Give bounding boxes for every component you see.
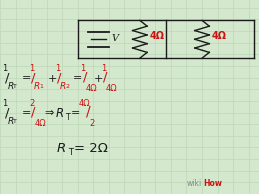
Text: 2: 2 [89,119,95,128]
Text: /: / [5,106,9,119]
Text: R: R [59,82,66,91]
Text: 4Ω: 4Ω [150,31,165,41]
Text: 1: 1 [101,64,106,73]
Text: R: R [57,142,66,155]
Text: 1: 1 [3,99,8,108]
Text: wiki: wiki [186,179,202,188]
Text: =: = [73,74,82,84]
Text: /: / [5,71,9,84]
Text: 4Ω: 4Ω [34,119,46,128]
Text: =: = [21,74,31,84]
Text: 1: 1 [29,64,34,73]
Text: ⇒: ⇒ [44,108,53,119]
Text: 1: 1 [3,64,8,73]
Text: T: T [13,84,17,89]
Text: 4Ω: 4Ω [86,84,97,93]
Text: T: T [66,113,70,122]
Text: R: R [7,117,13,126]
Text: /: / [83,70,87,84]
Text: = 2Ω: = 2Ω [74,142,108,155]
Text: How: How [204,179,222,188]
Text: R: R [7,82,13,91]
Text: 4Ω: 4Ω [212,31,227,41]
Text: T: T [68,148,73,157]
Text: R: R [34,82,40,91]
Text: 1: 1 [40,84,44,89]
Text: 2: 2 [29,99,34,108]
Text: =: = [21,108,31,119]
Text: 2: 2 [65,84,69,89]
Text: V: V [111,34,118,43]
Text: +: + [47,74,57,84]
Text: /: / [31,105,36,119]
Text: /: / [86,105,91,119]
Text: 4Ω: 4Ω [79,99,91,108]
Text: +: + [93,74,103,84]
Text: R: R [56,107,64,120]
Text: /: / [57,71,61,84]
Text: T: T [13,119,17,124]
Text: 1: 1 [81,64,86,73]
Text: /: / [103,70,107,84]
Text: 4Ω: 4Ω [106,84,118,93]
Text: /: / [31,71,36,84]
Text: =: = [71,108,81,119]
Text: 1: 1 [55,64,60,73]
